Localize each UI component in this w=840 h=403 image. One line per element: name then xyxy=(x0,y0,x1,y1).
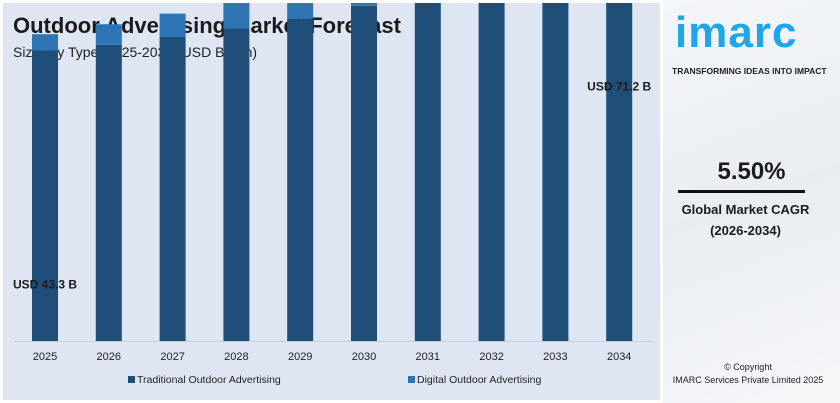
cagr-period: (2026-2034) xyxy=(710,223,781,238)
company-name: IMARC Services Private Limited 2025 xyxy=(672,375,824,385)
chart-title: Outdoor Advertising Market Forecast xyxy=(13,13,401,38)
bar-digital-2027 xyxy=(159,13,186,38)
bar-traditional-2026 xyxy=(95,44,122,342)
logo-tagline: TRANSFORMING IDEAS INTO IMPACT xyxy=(672,66,827,76)
bar-traditional-2034 xyxy=(606,3,633,341)
imarc-logo: imarc xyxy=(675,8,798,57)
x-tick-label: 2034 xyxy=(607,351,631,363)
chart-panel: Outdoor Advertising Market Forecast Size… xyxy=(3,3,660,400)
divider xyxy=(678,190,805,193)
x-tick-label: 2028 xyxy=(224,351,248,363)
chart-subtitle: Size, By Type, 2025-2034 (USD Billion) xyxy=(13,44,258,60)
bar-digital-2025 xyxy=(32,34,58,51)
cagr-value: 5.50% xyxy=(717,158,786,185)
bar-traditional-2027 xyxy=(159,37,186,341)
x-tick-label: 2031 xyxy=(416,351,440,363)
legend-label: Digital Outdoor Advertising xyxy=(417,374,541,386)
x-tick-label: 2025 xyxy=(33,351,57,363)
bar-traditional-2029 xyxy=(287,18,314,341)
bar-traditional-2025 xyxy=(32,50,58,341)
cagr-label: Global Market CAGR xyxy=(681,202,810,217)
data-label-2025: USD 43.3 B xyxy=(13,277,77,291)
bar-traditional-2028 xyxy=(223,28,250,342)
x-tick-label: 2029 xyxy=(288,351,312,363)
bar-digital-2028 xyxy=(223,3,250,29)
legend-swatch xyxy=(408,376,415,383)
x-tick-label: 2033 xyxy=(543,351,567,363)
x-tick-label: 2026 xyxy=(97,351,121,363)
bar-digital-2029 xyxy=(287,3,314,19)
bar-traditional-2030 xyxy=(351,5,377,342)
bar-digital-2026 xyxy=(95,24,122,45)
copyright: © Copyright xyxy=(724,362,772,372)
bar-traditional-2031 xyxy=(414,3,441,342)
x-tick-label: 2030 xyxy=(352,351,376,363)
legend-swatch xyxy=(128,376,135,383)
x-tick-label: 2032 xyxy=(479,351,503,363)
x-tick-label: 2027 xyxy=(160,351,184,363)
legend-label: Traditional Outdoor Advertising xyxy=(137,374,281,386)
bar-digital-2030 xyxy=(351,3,377,6)
bar-traditional-2032 xyxy=(478,3,505,342)
bar-traditional-2033 xyxy=(542,3,569,342)
side-panel: imarc TRANSFORMING IDEAS INTO IMPACT 5.5… xyxy=(663,0,840,403)
data-label-2034: USD 71.2 B xyxy=(587,80,651,94)
bar-chart: 2025 2026 2027 2028 2029 2030 2031 2032 2033 2034… xyxy=(13,3,653,386)
